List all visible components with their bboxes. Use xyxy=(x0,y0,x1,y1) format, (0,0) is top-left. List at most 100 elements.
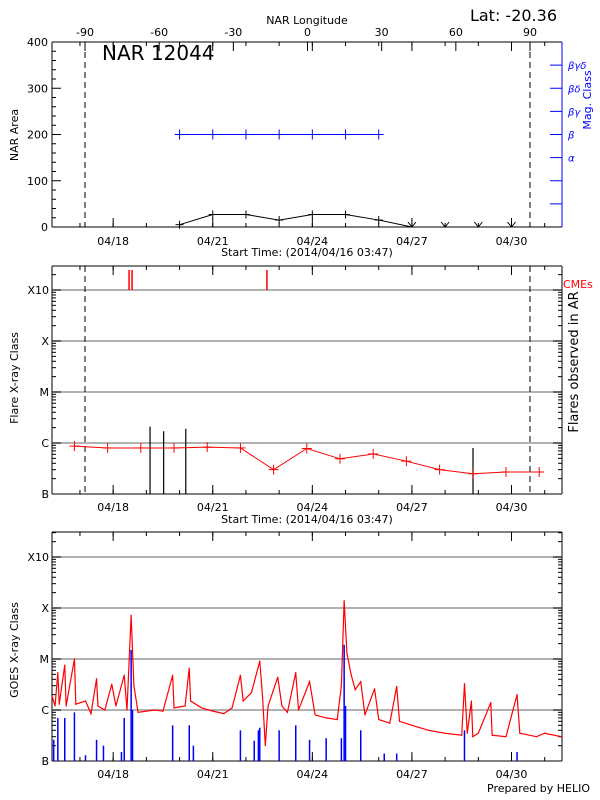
y-tick-label: B xyxy=(41,755,49,768)
cme-label: CMEs xyxy=(563,278,593,291)
y-tick-label: 0 xyxy=(41,221,48,234)
goes-long-channel-point xyxy=(115,705,117,707)
y-tick-label: M xyxy=(40,653,50,666)
goes-long-channel-point xyxy=(466,732,468,734)
x-axis-label-panel2: Start Time: (2014/04/16 03:47) xyxy=(221,513,393,526)
x-tick-label-1: 04/21 xyxy=(197,235,229,248)
goes-long-channel-point xyxy=(65,705,67,707)
goes-long-channel-point xyxy=(123,674,125,676)
goes-long-channel-point xyxy=(297,709,300,711)
goes-long-channel-point xyxy=(444,732,446,734)
x2-tick-label: -30 xyxy=(224,26,242,39)
y-axis-label-goes-class: GOES X-ray Class xyxy=(8,602,21,698)
x-tick-label-1: 04/18 xyxy=(97,501,129,514)
y-tick-label: 400 xyxy=(27,36,48,49)
y-tick-label: 300 xyxy=(27,82,48,95)
x2-tick-label: -60 xyxy=(150,26,168,39)
goes-long-channel-point xyxy=(340,685,342,687)
goes-long-channel-point xyxy=(463,682,466,685)
goes-long-channel-point xyxy=(51,696,53,698)
goes-long-channel-point xyxy=(172,674,174,676)
y-tick-label: M xyxy=(40,386,50,399)
y-tick-label: X10 xyxy=(27,284,49,297)
y-tick-label: X xyxy=(41,602,49,615)
goes-long-channel-point xyxy=(184,705,186,707)
area-zero-marker xyxy=(507,221,516,228)
goes-long-channel-point xyxy=(264,745,266,747)
goes-long-channel-point xyxy=(242,700,244,702)
x-tick-label-1: 04/21 xyxy=(197,501,229,514)
goes-long-channel-line xyxy=(51,600,562,746)
goes-long-channel-point xyxy=(411,724,413,726)
area-zero-marker xyxy=(473,221,483,228)
goes-long-channel-point xyxy=(58,703,60,705)
y-tick-label: 200 xyxy=(27,129,48,142)
goes-long-channel-point xyxy=(389,722,391,724)
x-tick-label-1: 04/30 xyxy=(496,235,528,248)
goes-long-channel-point xyxy=(325,717,327,719)
latitude-annotation: Lat: -20.36 xyxy=(470,6,557,25)
goes-long-channel-point xyxy=(346,652,348,654)
y-tick-label: 100 xyxy=(27,175,48,188)
goes-long-channel-point xyxy=(360,681,362,683)
goes-long-channel-point xyxy=(111,683,113,685)
goes-long-channel-point xyxy=(314,714,316,716)
goes-long-channel-point xyxy=(373,688,376,690)
x-tick-label-2: 04/30 xyxy=(496,768,528,781)
x2-axis-label: NAR Longitude xyxy=(266,14,348,27)
x-tick-label-2: 04/24 xyxy=(296,768,328,781)
x-tick-label-2: 04/21 xyxy=(197,768,229,781)
y2-tick-label-mag-class: α xyxy=(568,154,575,165)
goes-long-channel-point xyxy=(560,736,562,738)
goes-long-channel-point xyxy=(212,710,214,712)
y-tick-label: C xyxy=(41,437,49,450)
x-tick-label-2: 04/27 xyxy=(396,768,428,781)
y2-axis-label-mag-class: Mag. Class xyxy=(581,70,594,129)
goes-long-channel-point xyxy=(57,672,59,674)
goes-long-channel-point xyxy=(336,718,338,721)
x2-tick-label: 90 xyxy=(523,26,537,39)
x-tick-label-1: 04/27 xyxy=(396,501,428,514)
goes-long-channel-point xyxy=(133,685,135,687)
area-zero-marker xyxy=(407,221,417,228)
x-axis-label-panel1: Start Time: (2014/04/16 03:47) xyxy=(221,246,393,259)
goes-long-channel-point xyxy=(95,678,98,680)
x-tick-label-1: 04/24 xyxy=(296,235,328,248)
y-tick-label: X10 xyxy=(27,551,49,564)
x2-tick-label: 0 xyxy=(304,26,311,39)
goes-long-channel-point xyxy=(295,672,297,674)
goes-long-channel-point xyxy=(308,681,311,683)
x2-tick-label: 30 xyxy=(375,26,389,39)
goes-long-channel-point xyxy=(505,736,507,738)
goes-long-channel-point xyxy=(239,674,242,676)
x-tick-label-1: 04/27 xyxy=(396,235,428,248)
goes-long-channel-point xyxy=(201,707,203,709)
goes-long-channel-point xyxy=(75,703,77,705)
y2-tick-label-mag-class: βγδ xyxy=(567,61,586,72)
goes-long-channel-point xyxy=(470,700,473,702)
goes-long-channel-point xyxy=(491,734,493,736)
prepared-by-credit: Prepared by HELIO xyxy=(487,782,590,795)
goes-long-channel-point xyxy=(97,705,99,707)
goes-long-channel-point xyxy=(130,614,132,616)
goes-long-channel-point xyxy=(231,707,233,709)
area-zero-marker xyxy=(440,221,450,228)
x-tick-label-2: 04/18 xyxy=(97,768,129,781)
goes-long-channel-point xyxy=(267,705,269,707)
goes-long-channel-point xyxy=(190,700,192,702)
goes-long-channel-point xyxy=(398,720,401,722)
goes-long-channel-point xyxy=(126,709,128,711)
x-tick-label-1: 04/30 xyxy=(496,501,528,514)
goes-long-channel-point xyxy=(490,701,492,704)
y2-tick-label-mag-class: β xyxy=(567,131,575,142)
goes-long-channel-point xyxy=(250,691,253,694)
goes-long-channel-point xyxy=(277,676,279,678)
goes-long-channel-point xyxy=(343,599,345,602)
goes-long-channel-point xyxy=(516,694,518,696)
goes-long-channel-point xyxy=(188,667,190,669)
goes-long-channel-point xyxy=(461,734,463,736)
goes-long-channel-point xyxy=(364,714,366,716)
y-tick-label: C xyxy=(41,704,49,717)
